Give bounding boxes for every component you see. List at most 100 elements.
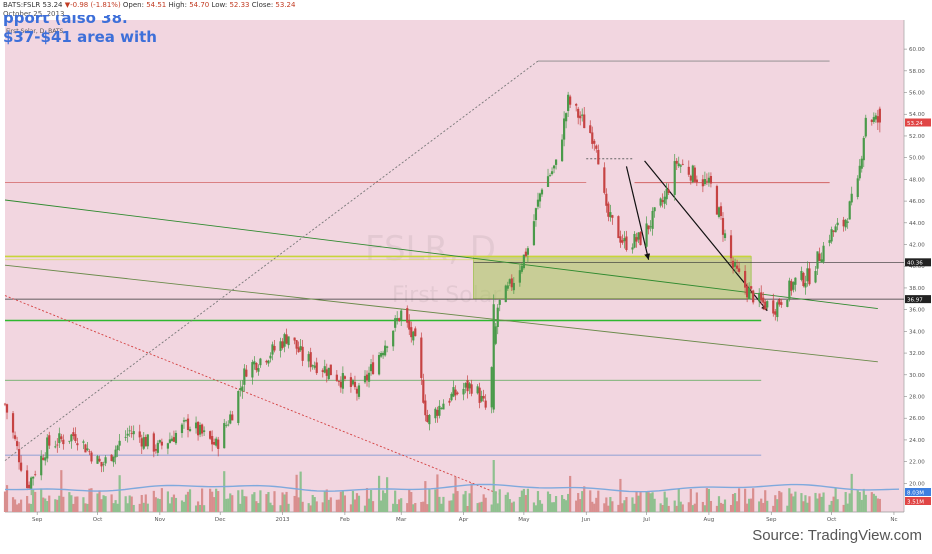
volume-bar [152, 490, 155, 512]
candle-body [124, 436, 127, 438]
volume-bar [532, 502, 536, 512]
volume-bar [595, 497, 598, 512]
volume-bar [128, 495, 131, 512]
price-tick-label: 22.00 [909, 460, 925, 466]
level-tag-40-bg [905, 258, 931, 267]
volume-bar [215, 488, 218, 512]
volume-bar [285, 491, 288, 512]
volume-bar [19, 499, 23, 512]
volume-bar [776, 499, 779, 512]
candle-body [371, 362, 375, 375]
last-price-tag: 53.24 [907, 121, 923, 127]
candle-body [581, 114, 584, 116]
candle-body [154, 448, 157, 451]
candle-body [492, 304, 495, 410]
candle-body [695, 179, 698, 183]
volume-bar [478, 502, 481, 512]
candle-body [723, 233, 727, 239]
volume-bar [184, 494, 188, 512]
volume-bar [384, 493, 387, 512]
volume-bar [645, 491, 648, 512]
candle-body [864, 117, 867, 137]
candle-body [203, 430, 206, 432]
candle-body [217, 439, 220, 449]
volume-bar [116, 503, 119, 512]
candle-body [623, 238, 626, 242]
volume-bar [325, 489, 328, 512]
volume-bar [862, 488, 865, 512]
candle-body [118, 440, 121, 446]
volume-bar [878, 498, 881, 512]
volume-bar [647, 492, 650, 512]
candle-body [158, 440, 161, 443]
volume-bar [398, 499, 401, 512]
price-tick-label: 38.00 [909, 286, 925, 292]
volume-bar [731, 493, 735, 512]
volume-bar [46, 501, 49, 512]
volume-bar [735, 501, 739, 512]
volume-bar [118, 475, 121, 512]
trend-line [4, 264, 878, 363]
candle-body [34, 474, 37, 476]
volume-bar [394, 490, 397, 512]
volume-bar [577, 493, 580, 512]
volume-bar [546, 491, 550, 512]
candle-body [703, 179, 706, 185]
volume-bar [82, 497, 85, 512]
volume-bar [144, 494, 147, 512]
volume-bar [816, 498, 819, 512]
volume-bar [239, 503, 242, 512]
volume-bar [265, 494, 268, 512]
volume-bar [567, 493, 570, 512]
candle-body [227, 424, 230, 426]
volume-bar [681, 504, 684, 512]
candle-body [522, 254, 525, 269]
price-tick-label: 40.00 [909, 264, 925, 270]
price-tick-label: 60.00 [909, 47, 925, 53]
volume-bar [337, 499, 340, 512]
volume-bar [424, 481, 427, 512]
volume-bar [611, 501, 614, 512]
candle-body [327, 367, 330, 380]
volume-bar [794, 491, 797, 512]
volume-bar [717, 496, 721, 512]
volume-bar [40, 488, 43, 512]
volume-bar [341, 490, 344, 512]
volume-bar [311, 494, 314, 512]
volume-bar [180, 500, 184, 512]
volume-bar [752, 488, 755, 512]
candle-body [188, 429, 192, 431]
volume-bar [707, 488, 711, 512]
candle-body [339, 381, 342, 388]
volume-bar [766, 500, 769, 512]
candle-body [560, 139, 564, 162]
volume-bar [639, 491, 642, 512]
volume-bar [518, 496, 521, 512]
candle-body [752, 290, 755, 303]
candle-body [470, 384, 473, 394]
candle-body [595, 145, 598, 149]
volume-bar [814, 492, 817, 512]
volume-bar [213, 497, 216, 512]
candle-body [102, 464, 105, 466]
volume-bar [309, 505, 312, 512]
volume-bar [42, 497, 45, 512]
candle-body [484, 400, 487, 408]
candle-body [267, 360, 270, 364]
volume-bar [400, 498, 403, 512]
volume-bar [623, 500, 626, 512]
volume-bar [450, 500, 453, 512]
time-tick-label: Nc [890, 517, 897, 523]
level-tag-37: 36.97 [907, 297, 923, 303]
volume-bar [156, 498, 159, 512]
candle-body [456, 392, 459, 394]
candle-body [363, 375, 367, 383]
volume-bar [182, 501, 186, 512]
volume-bar [28, 503, 31, 512]
volume-bar [323, 491, 326, 512]
volume-bar [174, 497, 178, 512]
volume-bar [209, 488, 212, 512]
volume-bar [476, 503, 479, 512]
volume-bar [526, 488, 530, 512]
chart-symbol-label: First Solar, D, BATS [6, 28, 64, 35]
